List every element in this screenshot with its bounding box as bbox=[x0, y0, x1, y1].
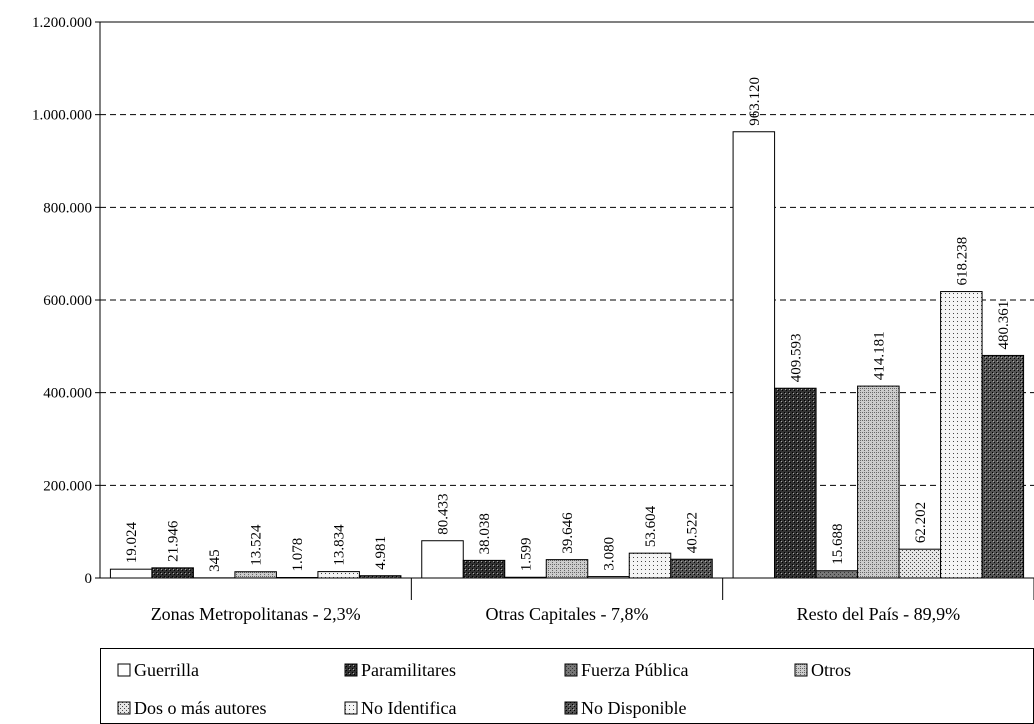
bar bbox=[774, 387, 817, 579]
bar bbox=[815, 570, 859, 579]
value-label: 40.522 bbox=[685, 512, 701, 553]
value-label: 4.981 bbox=[373, 536, 389, 570]
bar bbox=[587, 576, 630, 579]
legend-swatch bbox=[344, 701, 358, 715]
value-label: 480.361 bbox=[996, 301, 1012, 350]
y-tick-label: 600.000 bbox=[43, 293, 92, 309]
value-label: 963.120 bbox=[747, 77, 763, 126]
bar bbox=[358, 575, 402, 579]
value-label: 21.946 bbox=[166, 520, 182, 562]
value-label: 53.604 bbox=[643, 505, 659, 547]
value-label: 38.038 bbox=[477, 513, 493, 554]
legend-swatch bbox=[344, 663, 358, 677]
x-tick-label: Resto del País - 89,9% bbox=[797, 604, 961, 624]
value-label: 80.433 bbox=[436, 493, 452, 534]
legend-swatch bbox=[117, 663, 131, 677]
value-label: 62.202 bbox=[913, 502, 929, 543]
legend-label: Fuerza Pública bbox=[581, 660, 688, 680]
y-tick-label: 1.200.000 bbox=[32, 15, 92, 31]
bar bbox=[670, 558, 713, 579]
bar bbox=[421, 540, 464, 579]
legend-swatch bbox=[564, 701, 578, 715]
value-label: 3.080 bbox=[602, 537, 618, 571]
legend-label: Guerrilla bbox=[134, 660, 199, 680]
legend-label: No Identifica bbox=[361, 698, 456, 718]
value-label: 39.646 bbox=[560, 512, 576, 554]
value-label: 409.593 bbox=[788, 333, 804, 382]
value-label: 13.524 bbox=[249, 524, 265, 566]
bar bbox=[462, 559, 506, 579]
value-label: 1.078 bbox=[290, 538, 306, 572]
bar bbox=[504, 576, 547, 579]
x-tick-label: Zonas Metropolitanas - 2,3% bbox=[151, 604, 361, 624]
value-label: 1.599 bbox=[519, 538, 535, 572]
bar bbox=[628, 552, 672, 579]
value-label: 345 bbox=[207, 549, 223, 572]
legend-swatch bbox=[794, 663, 808, 677]
legend-label: Otros bbox=[811, 660, 851, 680]
y-tick-label: 200.000 bbox=[43, 478, 92, 494]
value-label: 15.688 bbox=[830, 523, 846, 564]
y-tick-label: 800.000 bbox=[43, 200, 92, 216]
legend-label: No Disponible bbox=[581, 698, 687, 718]
value-label: 13.834 bbox=[332, 524, 348, 566]
x-tick-label: Otras Capitales - 7,8% bbox=[486, 604, 649, 624]
y-tick-label: 400.000 bbox=[43, 386, 92, 402]
bar bbox=[545, 559, 589, 579]
legend-swatch bbox=[564, 663, 578, 677]
bar bbox=[234, 571, 277, 579]
legend-label: Dos o más autores bbox=[134, 698, 266, 718]
value-label: 19.024 bbox=[124, 521, 140, 563]
bar bbox=[898, 548, 942, 579]
value-label: 414.181 bbox=[871, 331, 887, 380]
y-tick-label: 1.000.000 bbox=[32, 108, 92, 124]
legend-label: Paramilitares bbox=[361, 660, 456, 680]
legend-swatch bbox=[117, 701, 131, 715]
bar bbox=[940, 291, 983, 579]
bar bbox=[732, 131, 776, 579]
bar bbox=[317, 571, 360, 579]
bar bbox=[109, 568, 153, 579]
value-label: 618.238 bbox=[954, 237, 970, 286]
bar bbox=[151, 567, 194, 579]
bar bbox=[857, 385, 900, 579]
bar bbox=[981, 354, 1025, 579]
y-tick-label: 0 bbox=[85, 571, 93, 587]
